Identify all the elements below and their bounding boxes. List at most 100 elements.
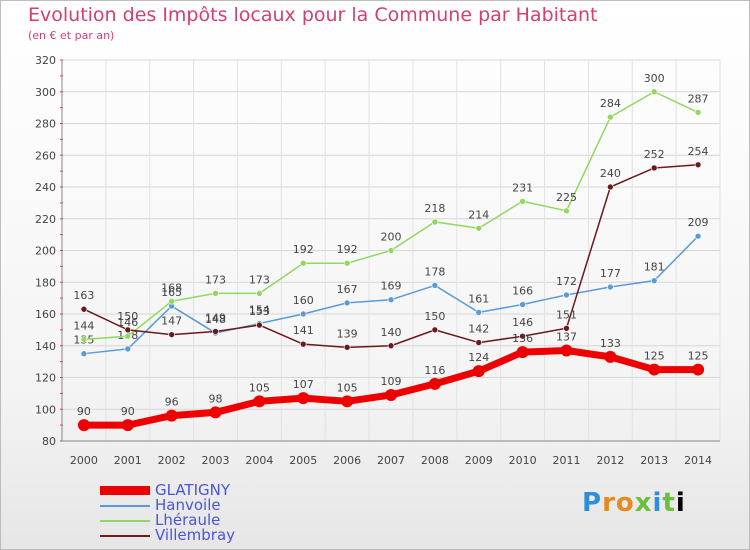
y-tick-label: 80	[42, 435, 56, 448]
data-label-villembray: 254	[688, 145, 709, 158]
data-label-glatigny: 125	[644, 350, 665, 363]
y-tick-label: 320	[35, 54, 56, 67]
data-label-hanvoile: 165	[161, 286, 182, 299]
data-point-hanvoile	[519, 301, 526, 308]
legend-label: GLATIGNY	[155, 481, 231, 499]
chart-subtitle: (en € et par an)	[28, 29, 115, 42]
data-point-glatigny	[692, 363, 705, 376]
data-point-lh-raule	[124, 332, 132, 340]
data-label-glatigny: 96	[165, 396, 179, 409]
x-tick-label: 2004	[245, 454, 273, 467]
y-tick-label: 280	[35, 118, 56, 131]
data-point-lh-raule	[431, 218, 439, 226]
proxiti-logo: Proxiti	[582, 488, 686, 518]
chart-legend: GLATIGNY Hanvoile Lhéraule Villembray	[100, 483, 235, 543]
data-label-lh-raule: 225	[556, 191, 577, 204]
data-label-villembray: 141	[293, 324, 314, 337]
data-label-villembray: 151	[556, 308, 577, 321]
data-label-lh-raule: 173	[249, 273, 270, 286]
legend-swatch	[100, 519, 150, 522]
legend-swatch	[100, 486, 150, 495]
data-label-lh-raule: 287	[688, 92, 709, 105]
data-label-villembray: 146	[512, 316, 533, 329]
legend-item: GLATIGNY	[100, 483, 235, 498]
data-label-villembray: 147	[161, 315, 182, 328]
data-label-hanvoile: 148	[205, 313, 226, 326]
data-label-glatigny: 124	[468, 351, 489, 364]
data-label-villembray: 240	[600, 167, 621, 180]
data-label-hanvoile: 169	[381, 280, 402, 293]
data-label-glatigny: 137	[556, 331, 577, 344]
data-point-villembray	[694, 161, 702, 169]
x-tick-label: 2012	[596, 454, 624, 467]
data-point-lh-raule	[256, 290, 263, 297]
data-label-glatigny: 133	[600, 337, 621, 350]
data-point-lh-raule	[475, 224, 483, 232]
data-label-glatigny: 116	[424, 364, 445, 377]
data-label-glatigny: 109	[381, 375, 402, 388]
x-tick-label: 2013	[640, 454, 668, 467]
data-label-lh-raule: 231	[512, 181, 533, 194]
data-label-lh-raule: 192	[337, 243, 358, 256]
data-point-glatigny	[341, 395, 354, 408]
data-point-glatigny	[385, 388, 397, 401]
data-point-lh-raule	[168, 297, 175, 305]
data-label-villembray: 252	[644, 148, 665, 161]
data-point-villembray	[168, 331, 175, 338]
data-point-villembray	[299, 340, 307, 348]
legend-swatch	[100, 534, 150, 537]
data-point-glatigny	[121, 419, 134, 432]
data-label-villembray: 149	[205, 311, 226, 324]
data-label-hanvoile: 178	[424, 265, 445, 278]
data-label-villembray: 142	[468, 323, 489, 336]
x-tick-label: 2006	[333, 454, 361, 467]
x-tick-label: 2002	[158, 454, 186, 467]
x-tick-label: 2011	[552, 454, 580, 467]
data-label-lh-raule: 168	[161, 281, 182, 294]
data-label-lh-raule: 144	[73, 319, 94, 332]
data-point-villembray	[650, 164, 658, 172]
x-tick-label: 2000	[70, 454, 98, 467]
y-tick-label: 240	[35, 181, 56, 194]
data-point-glatigny	[516, 346, 529, 359]
data-point-lh-raule	[343, 259, 351, 267]
data-point-hanvoile	[607, 283, 614, 291]
data-point-villembray	[343, 344, 351, 351]
data-point-hanvoile	[650, 277, 658, 284]
x-tick-label: 2014	[684, 454, 712, 467]
legend-item: Lhéraule	[100, 513, 235, 528]
x-tick-label: 2005	[289, 454, 317, 467]
x-tick-label: 2008	[421, 454, 449, 467]
data-label-hanvoile: 166	[512, 284, 533, 297]
y-tick-label: 160	[35, 308, 56, 321]
data-point-villembray	[431, 326, 439, 334]
data-point-hanvoile	[299, 310, 307, 318]
data-point-lh-raule	[80, 336, 88, 343]
data-label-hanvoile: 161	[468, 292, 489, 305]
legend-item: Hanvoile	[100, 498, 235, 513]
data-point-lh-raule	[299, 259, 307, 267]
data-point-hanvoile	[124, 345, 132, 353]
data-point-lh-raule	[650, 88, 658, 96]
data-label-hanvoile: 181	[644, 261, 665, 274]
data-point-villembray	[212, 328, 219, 335]
data-point-villembray	[563, 324, 570, 332]
data-point-glatigny	[165, 409, 178, 422]
y-tick-label: 120	[35, 372, 56, 385]
data-label-glatigny: 136	[512, 332, 533, 345]
data-label-villembray: 150	[117, 310, 138, 323]
data-label-lh-raule: 173	[205, 273, 226, 286]
legend-label: Villembray	[155, 526, 236, 544]
data-point-villembray	[607, 183, 614, 191]
data-label-glatigny: 105	[337, 381, 358, 394]
data-point-glatigny	[77, 419, 90, 432]
data-point-villembray	[475, 339, 483, 346]
data-label-hanvoile: 167	[337, 283, 358, 296]
data-point-hanvoile	[387, 296, 395, 304]
legend-item: Villembray	[100, 528, 235, 543]
data-label-glatigny: 98	[209, 392, 223, 405]
data-label-lh-raule: 284	[600, 97, 621, 110]
data-point-lh-raule	[387, 247, 395, 254]
data-point-glatigny	[472, 365, 485, 378]
